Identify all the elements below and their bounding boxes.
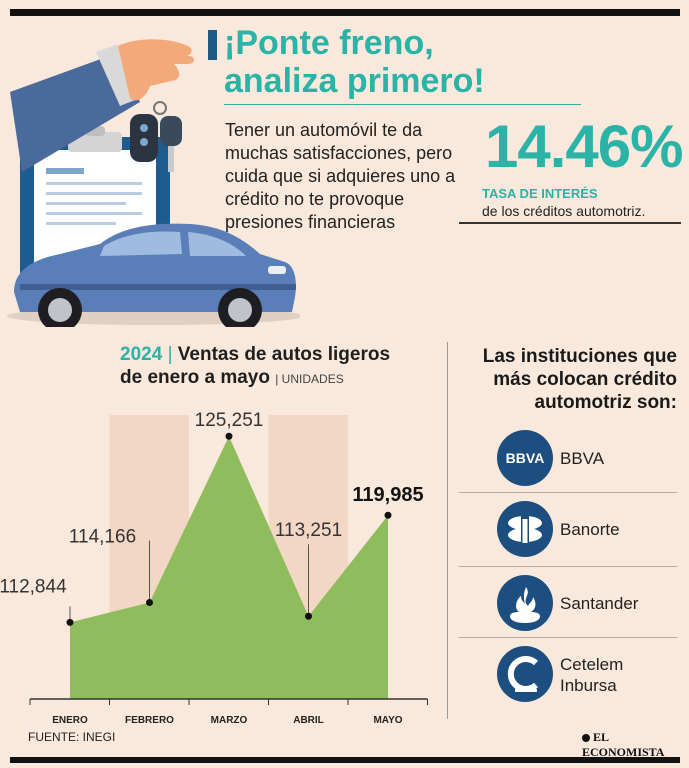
sales-area [70,436,388,699]
chart-title-separator: | [167,344,173,365]
value-label: 125,251 [195,410,264,431]
cetelem-logo-icon [497,646,553,702]
x-tick-label: MAYO [373,715,402,726]
value-label: 112,844 [0,576,67,597]
car-credit-illustration [7,39,300,327]
santander-flame-icon [497,575,553,631]
chart-title-line1: Ventas de autos ligeros [177,344,391,365]
interest-rate-label: TASA DE INTERÉS [482,186,598,201]
title-divider [224,104,581,105]
x-tick-label: FEBRERO [125,715,174,726]
car-key-icon [130,101,182,172]
data-point [305,612,312,620]
bottom-rule [10,757,680,763]
value-label: 114,166 [69,527,136,548]
value-label: 113,251 [275,520,342,541]
bank-name: Cetelem Inbursa [560,655,624,695]
bank-divider [459,566,677,567]
bank-santander: Santander [497,575,677,631]
sales-area-chart: 112,844 ENERO 114,166 FEBRERO 125,251 MARZO 11… [0,410,428,726]
rate-divider [459,222,681,224]
column-divider [447,342,448,719]
hand-holding-keys-icon [10,39,194,172]
title-accent-bar [208,30,217,60]
publisher-dot-icon [582,734,590,743]
data-point [384,511,392,519]
intro-text: Tener un automóvil te da muchas satisfac… [225,120,456,232]
interest-rate-value: 14.46% [485,113,683,180]
x-tick-label: ABRIL [293,715,324,726]
chart-year: 2024 [120,344,163,365]
bank-name: BBVA [560,449,605,468]
value-label: 119,985 [352,484,423,506]
data-point [225,432,233,440]
chart-title: 2024 | Ventas de autos ligeros de enero … [120,343,390,391]
banorte-logo-icon [497,501,553,557]
data-point [146,599,153,607]
bbva-logo-text: BBVA [506,450,545,466]
top-rule [10,9,680,16]
x-tick-label: ENERO [52,715,88,726]
bbva-logo-icon: BBVA [497,430,553,486]
data-point [66,618,74,626]
car-icon [7,223,300,327]
page-title: ¡Ponte freno, analiza primero! [224,24,485,100]
bank-banorte: Banorte [497,501,677,557]
bank-name: Banorte [560,520,620,539]
publisher-logo: EL ECONOMISTA [582,730,665,759]
bank-cetelem-inbursa: Cetelem Inbursa [497,646,677,702]
chart-unit: | UNIDADES [275,372,344,386]
bank-name: Santander [560,594,639,613]
source-note: FUENTE: INEGI [28,730,116,744]
bank-divider [459,637,677,638]
bank-bbva: BBVA BBVA [497,430,677,486]
x-tick-label: MARZO [211,715,248,726]
bank-divider [459,492,677,493]
chart-title-line2: de enero a mayo [120,367,270,388]
institutions-title: Las instituciones que más colocan crédit… [482,346,677,413]
interest-rate-description: de los créditos automotriz. [482,203,646,219]
